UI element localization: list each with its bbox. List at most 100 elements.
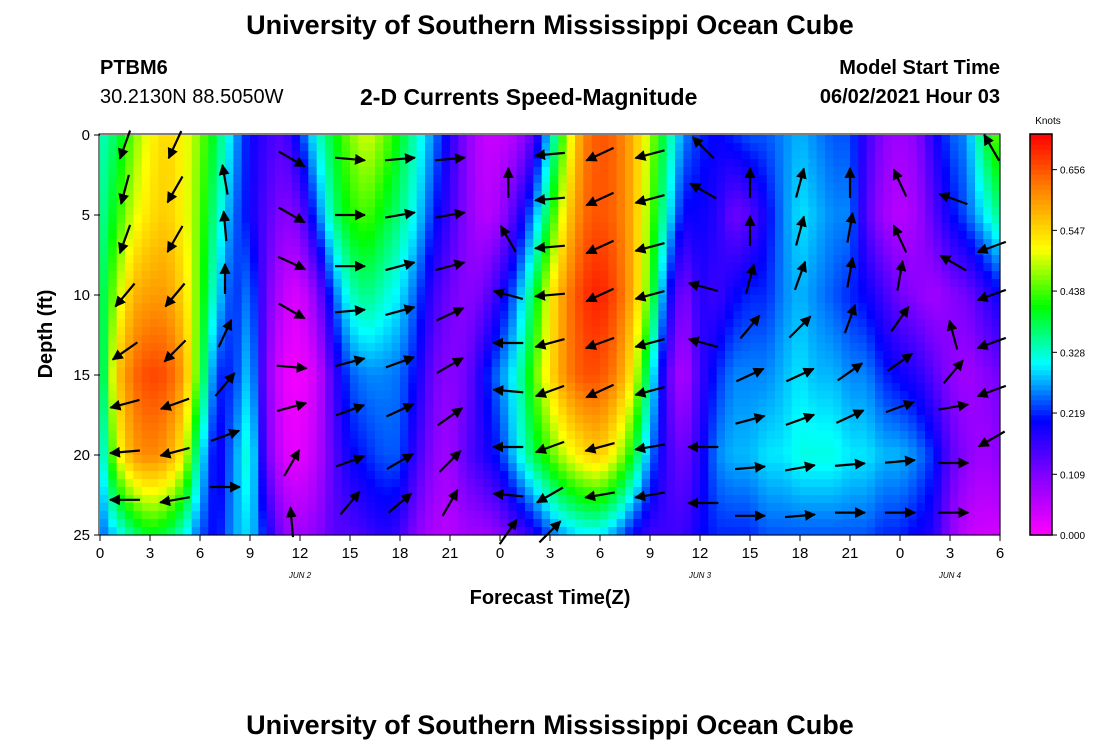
heatmap-cell bbox=[758, 255, 768, 264]
heatmap-cell bbox=[916, 183, 926, 192]
heatmap-cell bbox=[608, 391, 618, 400]
heatmap-cell bbox=[875, 359, 884, 368]
heatmap-cell bbox=[408, 471, 418, 480]
heatmap-cell bbox=[133, 511, 143, 520]
heatmap-cell bbox=[558, 511, 568, 520]
heatmap-cell bbox=[150, 367, 159, 376]
heatmap-cell bbox=[691, 271, 701, 280]
heatmap-cell bbox=[891, 431, 901, 440]
heatmap-cell bbox=[275, 215, 284, 224]
heatmap-cell bbox=[300, 247, 309, 256]
heatmap-cell bbox=[616, 239, 626, 248]
heatmap-cell bbox=[600, 415, 609, 424]
heatmap-cell bbox=[108, 199, 118, 208]
heatmap-cell bbox=[666, 439, 676, 448]
heatmap-cell bbox=[616, 303, 626, 312]
heatmap-cell bbox=[483, 511, 493, 520]
heatmap-cell bbox=[366, 199, 376, 208]
heatmap-cell bbox=[333, 327, 343, 336]
heatmap-cell bbox=[291, 239, 301, 248]
heatmap-cell bbox=[441, 455, 451, 464]
heatmap-cell bbox=[666, 247, 676, 256]
heatmap-cell bbox=[858, 367, 868, 376]
heatmap-cell bbox=[658, 255, 668, 264]
heatmap-cell bbox=[583, 231, 593, 240]
heatmap-cell bbox=[525, 367, 534, 376]
heatmap-cell bbox=[158, 303, 168, 312]
heatmap-cell bbox=[158, 319, 168, 328]
heatmap-cell bbox=[266, 407, 276, 416]
heatmap-cell bbox=[850, 527, 859, 536]
heatmap-cell bbox=[508, 391, 518, 400]
heatmap-cell bbox=[566, 175, 576, 184]
heatmap-cell bbox=[741, 199, 751, 208]
heatmap-cell bbox=[300, 495, 309, 504]
heatmap-cell bbox=[591, 503, 601, 512]
heatmap-cell bbox=[258, 495, 268, 504]
heatmap-cell bbox=[816, 223, 826, 232]
heatmap-cell bbox=[125, 503, 134, 512]
heatmap-cell bbox=[225, 479, 234, 488]
heatmap-cell bbox=[758, 279, 768, 288]
heatmap-cell bbox=[533, 383, 543, 392]
heatmap-cell bbox=[308, 527, 318, 536]
heatmap-cell bbox=[908, 215, 918, 224]
heatmap-cell bbox=[316, 231, 326, 240]
heatmap-cell bbox=[225, 391, 234, 400]
heatmap-cell bbox=[875, 199, 884, 208]
heatmap-cell bbox=[791, 503, 801, 512]
heatmap-cell bbox=[716, 367, 726, 376]
heatmap-cell bbox=[133, 231, 143, 240]
heatmap-cell bbox=[125, 519, 134, 528]
heatmap-cell bbox=[650, 511, 659, 520]
heatmap-cell bbox=[466, 463, 476, 472]
heatmap-cell bbox=[191, 503, 201, 512]
heatmap-cell bbox=[608, 375, 618, 384]
heatmap-cell bbox=[575, 239, 584, 248]
heatmap-cell bbox=[150, 327, 159, 336]
heatmap-cell bbox=[691, 191, 701, 200]
heatmap-cell bbox=[891, 303, 901, 312]
heatmap-cell bbox=[116, 479, 126, 488]
heatmap-cell bbox=[400, 295, 409, 304]
heatmap-cell bbox=[891, 327, 901, 336]
heatmap-cell bbox=[200, 263, 209, 272]
heatmap-cell bbox=[483, 231, 493, 240]
heatmap-cell bbox=[308, 503, 318, 512]
heatmap-cell bbox=[375, 327, 384, 336]
heatmap-cell bbox=[116, 343, 126, 352]
heatmap-cell bbox=[475, 383, 484, 392]
heatmap-cell bbox=[133, 303, 143, 312]
heatmap-cell bbox=[141, 199, 151, 208]
heatmap-cell bbox=[800, 335, 809, 344]
heatmap-cell bbox=[641, 319, 651, 328]
heatmap-cell bbox=[500, 183, 509, 192]
heatmap-cell bbox=[516, 511, 526, 520]
heatmap-cell bbox=[141, 487, 151, 496]
heatmap-cell bbox=[375, 143, 384, 152]
heatmap-cell bbox=[741, 295, 751, 304]
heatmap-cell bbox=[708, 431, 718, 440]
heatmap-cell bbox=[275, 271, 284, 280]
heatmap-cell bbox=[558, 495, 568, 504]
heatmap-cell bbox=[700, 479, 709, 488]
heatmap-cell bbox=[925, 159, 934, 168]
heatmap-cell bbox=[683, 431, 693, 440]
heatmap-cell bbox=[591, 279, 601, 288]
heatmap-cell bbox=[900, 255, 909, 264]
heatmap-cell bbox=[408, 503, 418, 512]
heatmap-cell bbox=[366, 263, 376, 272]
heatmap-cell bbox=[908, 375, 918, 384]
heatmap-cell bbox=[758, 151, 768, 160]
heatmap-cell bbox=[108, 167, 118, 176]
heatmap-cell bbox=[650, 239, 659, 248]
heatmap-cell bbox=[758, 175, 768, 184]
heatmap-cell bbox=[800, 431, 809, 440]
heatmap-cell bbox=[341, 423, 351, 432]
heatmap-cell bbox=[800, 407, 809, 416]
heatmap-cell bbox=[683, 447, 693, 456]
heatmap-cell bbox=[350, 311, 359, 320]
heatmap-cell bbox=[341, 383, 351, 392]
heatmap-cell bbox=[683, 415, 693, 424]
heatmap-cell bbox=[216, 439, 226, 448]
